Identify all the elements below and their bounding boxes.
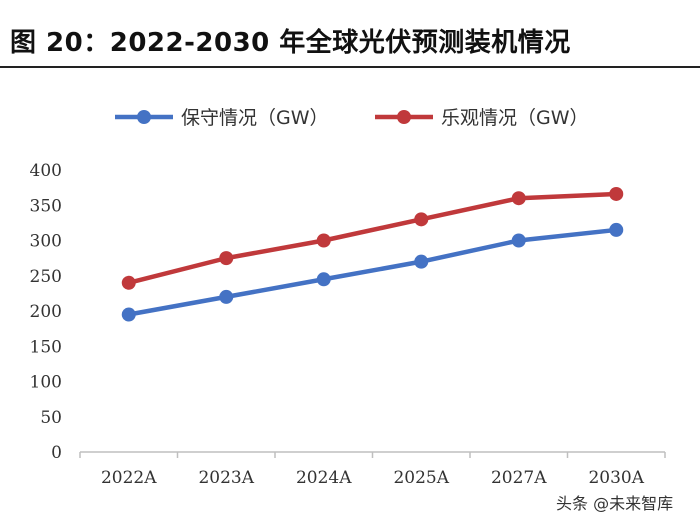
watermark: 头条 @未来智库: [556, 490, 673, 514]
series-line: [126, 191, 619, 286]
x-tick-label: 2030A: [588, 468, 644, 488]
y-tick-label: 0: [51, 443, 62, 463]
data-point: [511, 233, 526, 248]
data-point: [316, 272, 331, 287]
data-point: [414, 212, 429, 227]
legend-item: 乐观情况（GW）: [375, 107, 589, 129]
legend-swatch-marker: [137, 110, 151, 124]
y-tick-label: 200: [30, 302, 62, 322]
series-line: [126, 227, 619, 317]
y-tick-label: 150: [30, 337, 62, 357]
data-point: [414, 254, 429, 269]
x-tick-label: 2024A: [296, 468, 352, 488]
data-point: [609, 222, 624, 237]
x-axis: 2022A 2023A 2024A 2025A 2027A 2030A: [79, 451, 666, 488]
series-layer: [121, 186, 624, 322]
legend-item: 保守情况（GW）: [115, 107, 329, 129]
y-tick-label: 350: [30, 196, 62, 216]
y-tick-label: 300: [30, 232, 62, 252]
legend-swatch-marker: [397, 110, 411, 124]
y-tick-label: 100: [30, 373, 62, 393]
data-point: [316, 233, 331, 248]
data-point: [609, 186, 624, 201]
watermark-text: 头条 @未来智库: [556, 494, 674, 513]
x-tick-label: 2027A: [491, 468, 547, 488]
y-axis: 0 50 100 150 200 250 300 350 400: [30, 161, 62, 463]
x-tick-label: 2025A: [393, 468, 449, 488]
legend-label: 乐观情况（GW）: [441, 107, 589, 129]
data-point: [121, 307, 136, 322]
legend-label: 保守情况（GW）: [181, 107, 329, 129]
figure-title: 图 20：2022-2030 年全球光伏预测装机情况: [10, 28, 571, 58]
series-1: [121, 222, 624, 322]
data-point: [511, 191, 526, 206]
data-point: [219, 251, 234, 266]
data-point: [219, 289, 234, 304]
x-tick-label: 2023A: [198, 468, 254, 488]
chart-legend: 保守情况（GW） 乐观情况（GW）: [115, 107, 589, 129]
y-tick-label: 50: [40, 408, 62, 428]
y-tick-label: 400: [30, 161, 62, 181]
series-2: [121, 186, 624, 290]
data-point: [121, 275, 136, 290]
y-tick-label: 250: [30, 267, 62, 287]
title-divider: [0, 66, 700, 68]
x-tick-label: 2022A: [101, 468, 157, 488]
